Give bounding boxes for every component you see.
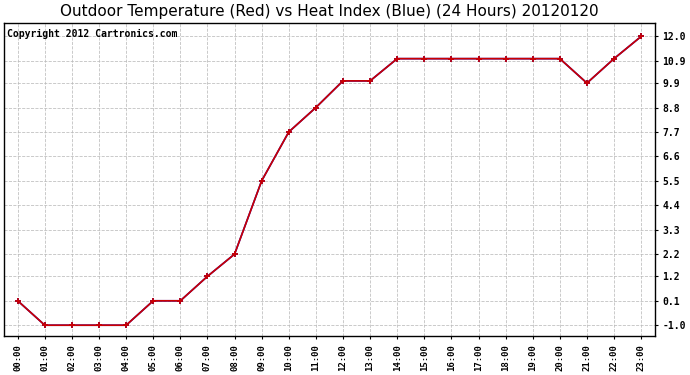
Title: Outdoor Temperature (Red) vs Heat Index (Blue) (24 Hours) 20120120: Outdoor Temperature (Red) vs Heat Index … xyxy=(60,4,599,19)
Text: Copyright 2012 Cartronics.com: Copyright 2012 Cartronics.com xyxy=(8,29,178,39)
